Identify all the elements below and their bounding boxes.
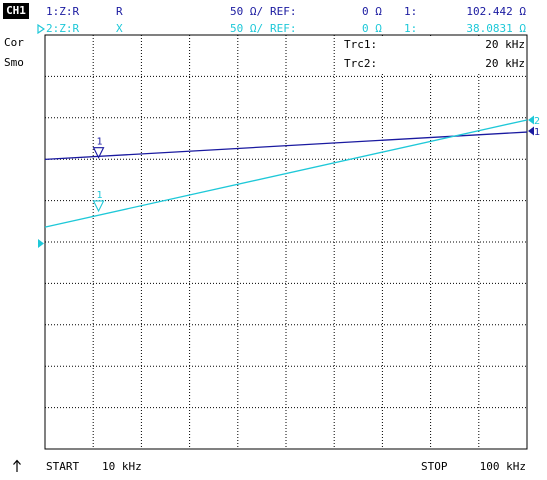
correction-label[interactable]: Cor (4, 36, 24, 49)
trace-2-end-label: 2 (534, 116, 540, 127)
trace-1-line (44, 131, 528, 161)
trace1-marker-value: 102.442 Ω (466, 5, 526, 18)
triangle-right-icon (37, 24, 45, 34)
trace2-marker-value: 38.0831 Ω (466, 22, 526, 35)
reference-position-icon (38, 239, 44, 248)
marker-2-label: 1 (97, 190, 103, 201)
stop-label: STOP (421, 460, 448, 473)
readout-trc2-value: 20 kHz (485, 57, 525, 70)
trace1-marker-label: 1: (404, 5, 418, 18)
trace1-id: 1:Z:R (46, 5, 80, 18)
plot-border (44, 34, 528, 450)
marker-2-triangle (92, 200, 105, 213)
stop-value: 100 kHz (479, 460, 526, 473)
trace1-ref-value: 0 Ω (362, 5, 382, 18)
start-value: 10 kHz (102, 460, 142, 473)
channel-badge[interactable]: CH1 (3, 3, 29, 19)
trace2-format: X (116, 22, 123, 35)
trace2-marker-label: 1: (404, 22, 418, 35)
trace2-ref-label: REF: (270, 22, 297, 35)
trace1-scale: 50 Ω/ (230, 5, 264, 18)
trace2-scale: 50 Ω/ (230, 22, 264, 35)
trace1-format: R (116, 5, 123, 18)
marker-1-label: 1 (97, 137, 103, 148)
trace-2-line (44, 119, 528, 228)
marker-readout-box (340, 36, 526, 74)
readout-trc2-label: Trc2: (344, 57, 378, 70)
plot-grid (45, 35, 527, 449)
trace2-ref-value: 0 Ω (362, 22, 382, 35)
readout-trc1-value: 20 kHz (485, 38, 525, 51)
trace-1-end-marker (528, 126, 534, 136)
trace-1-end-label: 1 (534, 127, 540, 138)
arrow-up-icon[interactable] (12, 459, 22, 473)
smoothing-label[interactable]: Smo (4, 56, 24, 69)
readout-trc1-label: Trc1: (344, 38, 378, 51)
trace2-id: 2:Z:R (46, 22, 80, 35)
trace-2-end-marker (528, 115, 534, 125)
start-label: START (46, 460, 80, 473)
marker-1-triangle (92, 147, 105, 159)
trace1-ref-label: REF: (270, 5, 297, 18)
